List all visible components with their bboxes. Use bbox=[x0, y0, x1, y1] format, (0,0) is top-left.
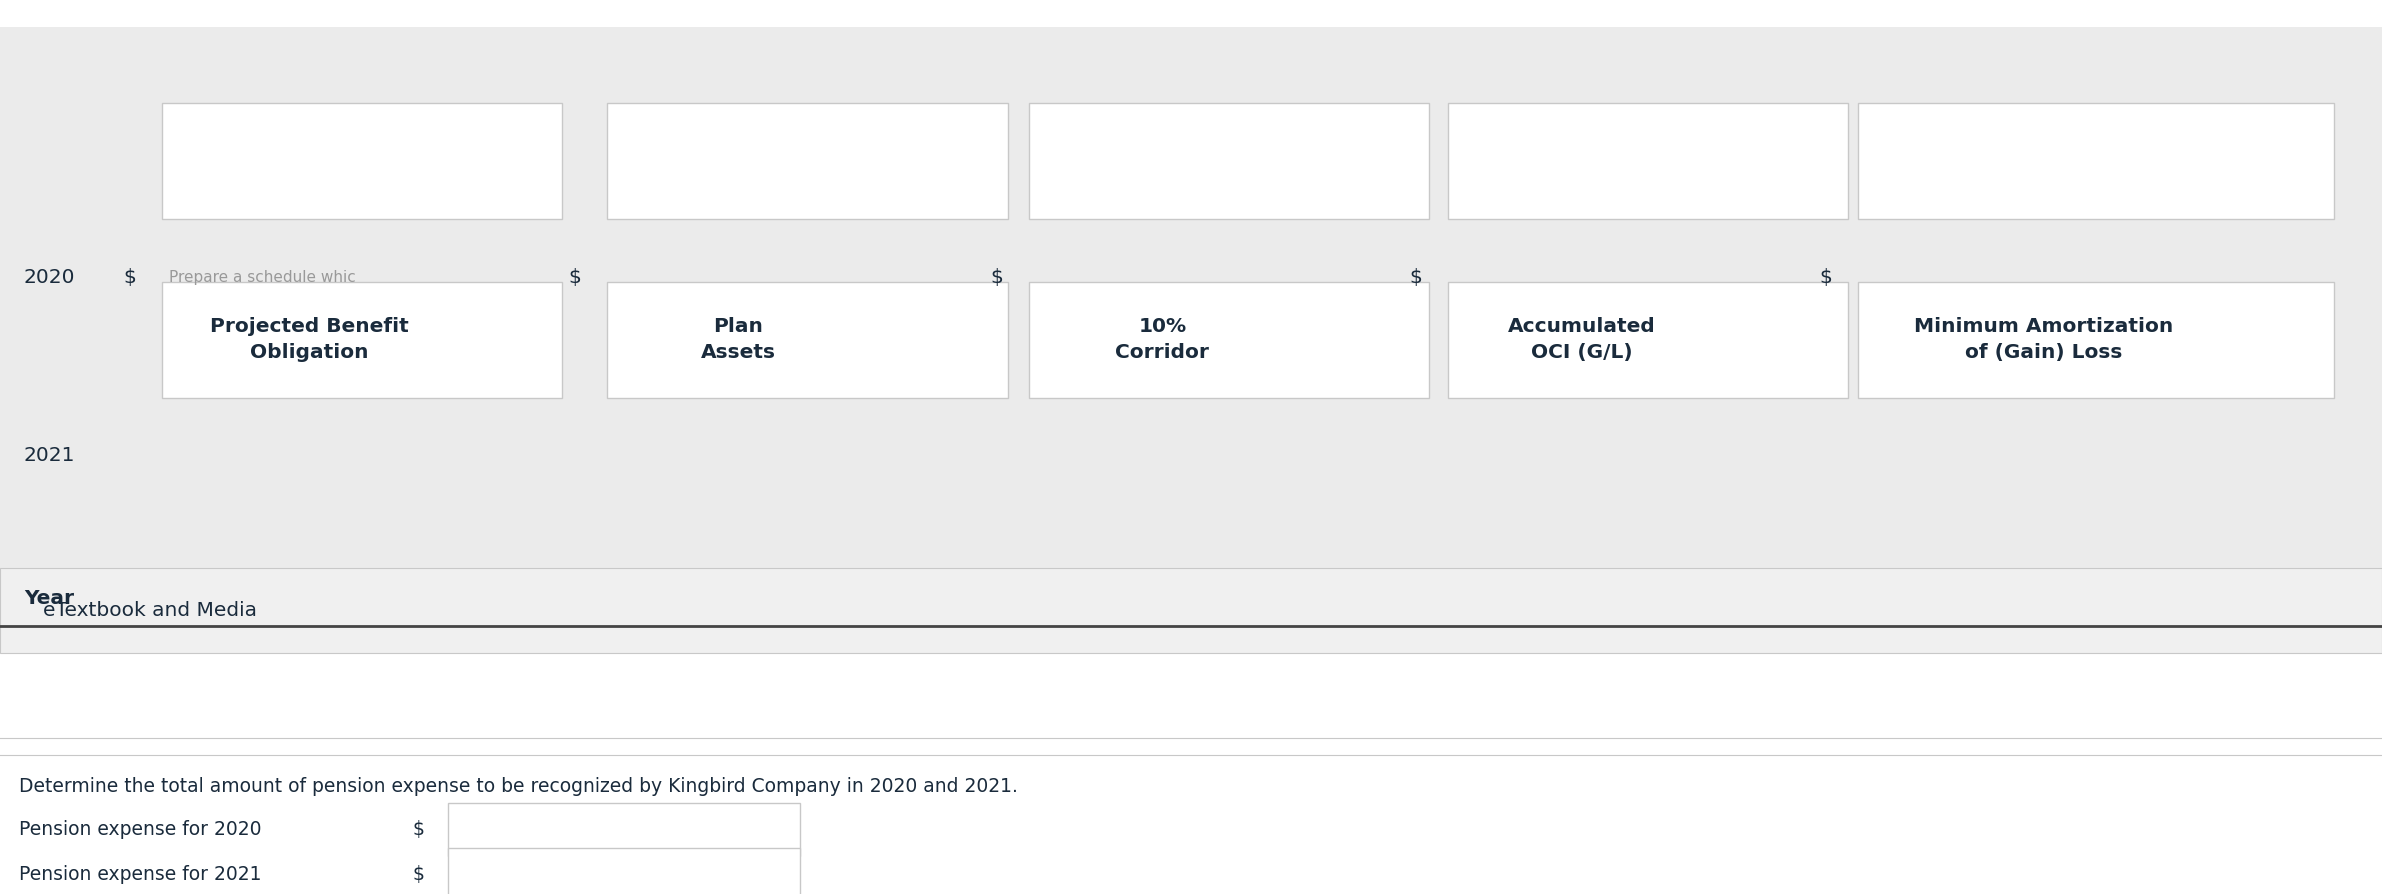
Text: $: $ bbox=[124, 267, 136, 287]
Text: 10%
Corridor: 10% Corridor bbox=[1115, 317, 1210, 362]
Text: eTextbook and Media: eTextbook and Media bbox=[43, 601, 257, 620]
Bar bbox=[1029, 282, 1429, 398]
Text: Plan
Assets: Plan Assets bbox=[700, 317, 777, 362]
Bar bbox=[0, 568, 2382, 653]
Text: $: $ bbox=[991, 267, 1003, 287]
Bar bbox=[448, 803, 800, 856]
Bar bbox=[448, 848, 800, 894]
Text: $: $ bbox=[569, 267, 581, 287]
Text: Accumulated
OCI (G/L): Accumulated OCI (G/L) bbox=[1508, 317, 1655, 362]
Text: Pension expense for 2020: Pension expense for 2020 bbox=[19, 820, 262, 839]
Text: Prepare a schedule whic: Prepare a schedule whic bbox=[169, 270, 355, 284]
Text: $: $ bbox=[1410, 267, 1422, 287]
Bar bbox=[0, 27, 2382, 626]
Bar bbox=[607, 282, 1008, 398]
Text: 2021: 2021 bbox=[24, 446, 76, 466]
Text: 2020: 2020 bbox=[24, 267, 76, 287]
Text: Projected Benefit
Obligation: Projected Benefit Obligation bbox=[210, 317, 410, 362]
Text: $: $ bbox=[1820, 267, 1832, 287]
Text: Year: Year bbox=[24, 589, 74, 608]
Text: Determine the total amount of pension expense to be recognized by Kingbird Compa: Determine the total amount of pension ex… bbox=[19, 777, 1017, 797]
Bar bbox=[607, 103, 1008, 219]
Text: Minimum Amortization
of (Gain) Loss: Minimum Amortization of (Gain) Loss bbox=[1915, 317, 2172, 362]
Bar bbox=[162, 282, 562, 398]
Bar bbox=[1858, 282, 2334, 398]
Bar bbox=[1448, 103, 1848, 219]
Bar bbox=[162, 103, 562, 219]
Bar bbox=[1448, 282, 1848, 398]
Text: $: $ bbox=[412, 864, 424, 884]
Text: $: $ bbox=[412, 820, 424, 839]
Bar bbox=[1029, 103, 1429, 219]
Text: Pension expense for 2021: Pension expense for 2021 bbox=[19, 864, 262, 884]
Bar bbox=[1858, 103, 2334, 219]
